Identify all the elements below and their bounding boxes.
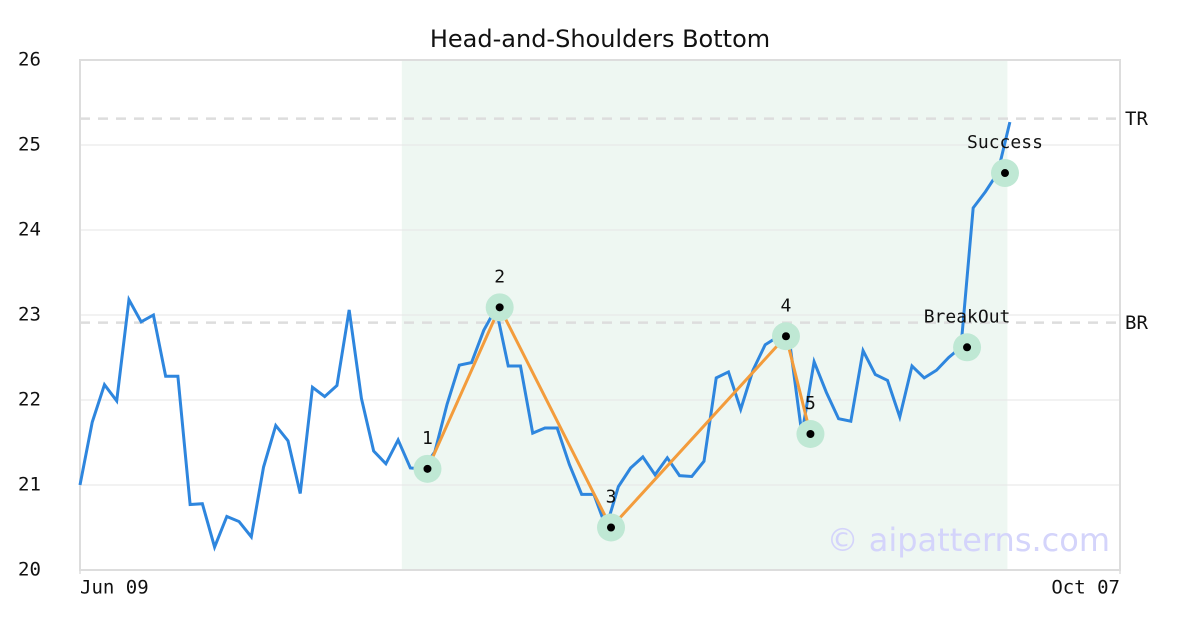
pivot-label: 5: [805, 393, 816, 414]
y-tick-label: 20: [18, 559, 41, 581]
pivot-dot: [781, 332, 790, 341]
price-line: [78, 121, 1012, 552]
pivot-label: 1: [422, 428, 433, 449]
y-tick-label: 21: [18, 474, 41, 496]
pivot-label: 2: [494, 266, 505, 287]
pivot-dot: [1000, 169, 1009, 178]
level-label: TR: [1125, 108, 1148, 130]
chart-title: Head-and-Shoulders Bottom: [430, 25, 770, 53]
x-tick-label: Oct 07: [1051, 577, 1120, 599]
pivot-dot: [806, 430, 815, 438]
pivot-label: 4: [781, 295, 792, 316]
level-label: BR: [1125, 312, 1148, 334]
pivot-dot: [963, 343, 972, 352]
pivot-dot: [495, 303, 504, 312]
pivot-dot: [607, 523, 616, 532]
pivot-label: BreakOut: [924, 306, 1011, 327]
y-tick-label: 25: [18, 134, 41, 156]
pivot-label: Success: [967, 132, 1043, 153]
watermark: © aipatterns.com: [827, 521, 1110, 559]
y-tick-label: 26: [18, 49, 41, 71]
x-tick-label: Jun 09: [80, 577, 149, 599]
plot-frame: [79, 59, 1121, 571]
y-tick-label: 22: [18, 389, 41, 411]
pivot-dot: [423, 464, 432, 473]
pivot-label: 3: [606, 487, 617, 508]
y-tick-label: 23: [18, 304, 41, 326]
y-tick-label: 24: [18, 219, 41, 241]
